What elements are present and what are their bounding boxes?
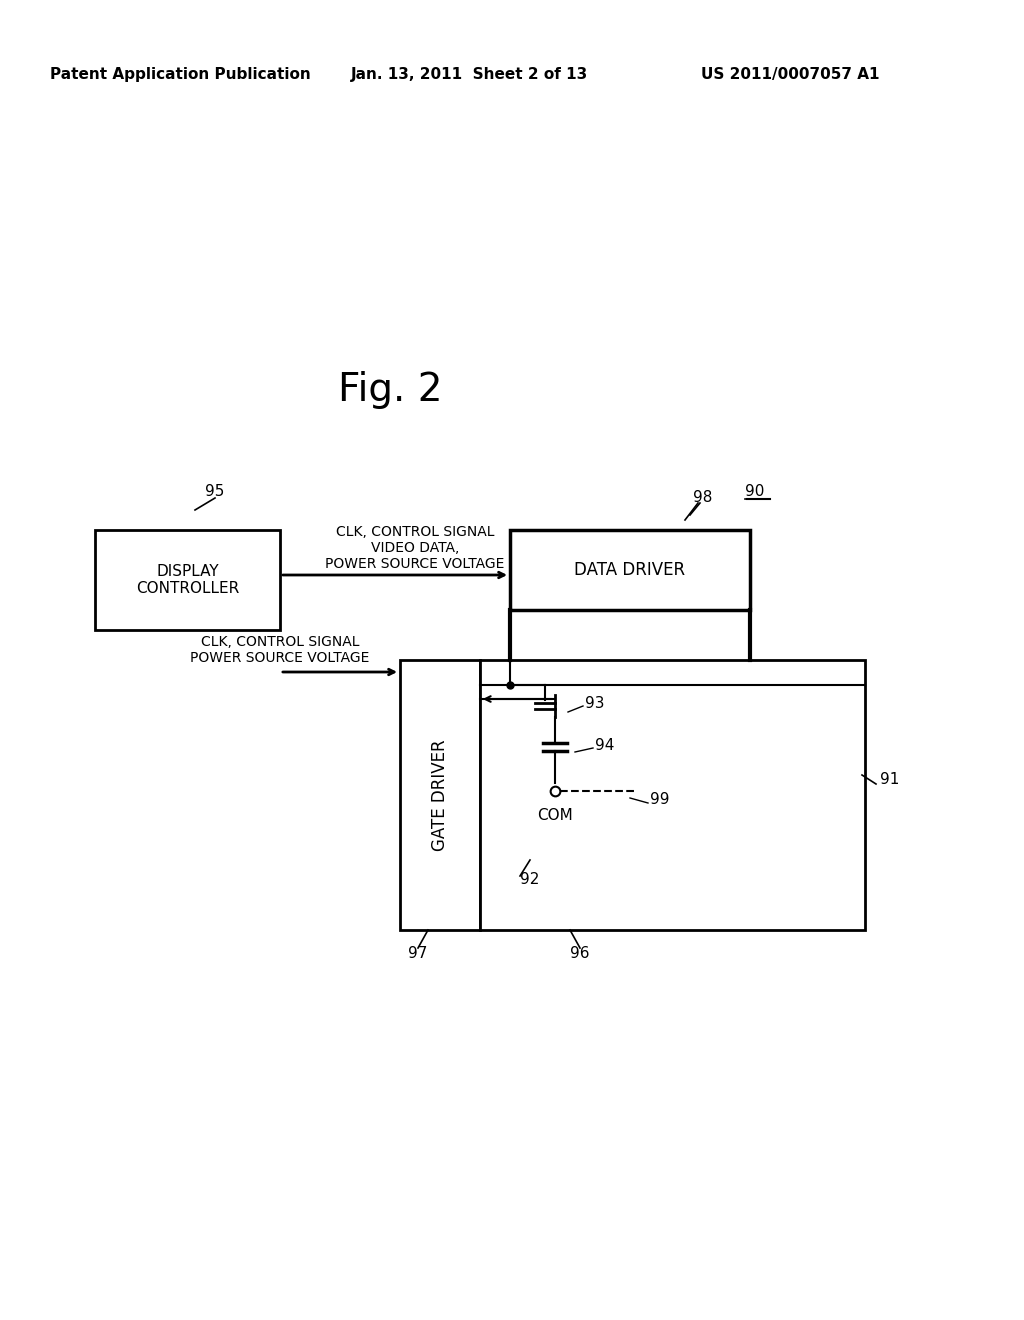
Text: GATE DRIVER: GATE DRIVER	[431, 739, 449, 851]
Text: 92: 92	[520, 873, 540, 887]
Text: CLK, CONTROL SIGNAL
POWER SOURCE VOLTAGE: CLK, CONTROL SIGNAL POWER SOURCE VOLTAGE	[190, 635, 370, 665]
Text: 97: 97	[409, 945, 428, 961]
Bar	[480, 660, 865, 931]
Text: Patent Application Publication: Patent Application Publication	[49, 67, 310, 82]
Text: 93: 93	[585, 696, 604, 710]
Text: CLK, CONTROL SIGNAL
VIDEO DATA,
POWER SOURCE VOLTAGE: CLK, CONTROL SIGNAL VIDEO DATA, POWER SO…	[326, 525, 505, 572]
Text: DATA DRIVER: DATA DRIVER	[574, 561, 685, 579]
Text: 96: 96	[570, 945, 590, 961]
Text: 91: 91	[880, 772, 899, 788]
Bar	[400, 660, 480, 931]
Text: Fig. 2: Fig. 2	[338, 371, 442, 409]
Text: 99: 99	[650, 792, 670, 808]
Text: Jan. 13, 2011  Sheet 2 of 13: Jan. 13, 2011 Sheet 2 of 13	[351, 67, 589, 82]
Text: 90: 90	[745, 484, 764, 499]
Text: 98: 98	[693, 490, 713, 504]
Bar	[95, 531, 280, 630]
Text: DISPLAY
CONTROLLER: DISPLAY CONTROLLER	[136, 564, 240, 597]
Text: 95: 95	[205, 484, 224, 499]
Text: US 2011/0007057 A1: US 2011/0007057 A1	[700, 67, 880, 82]
Bar	[510, 531, 750, 610]
Text: COM: COM	[538, 808, 572, 824]
Text: 94: 94	[595, 738, 614, 752]
